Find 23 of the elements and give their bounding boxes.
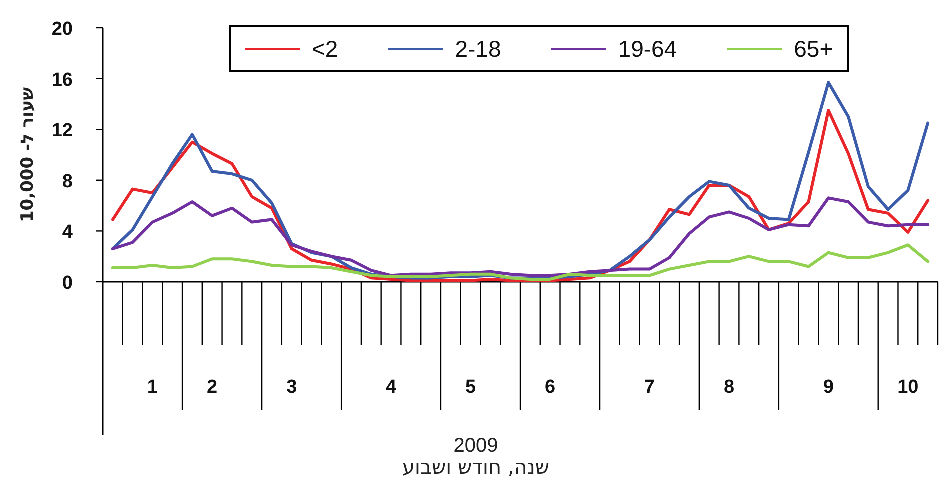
line-series — [111, 244, 930, 281]
y-tick-label: 4 — [62, 222, 74, 244]
x-tick-label: 8 — [724, 377, 735, 398]
y-tick-label: 8 — [62, 171, 73, 192]
x-tick-label: 2 — [207, 377, 218, 398]
legend-label: <2 — [312, 36, 338, 62]
legend-label: 2-18 — [455, 36, 502, 62]
y-axis-title: שעור ל- 10,000 — [18, 87, 38, 223]
y-tick-label: 12 — [52, 120, 73, 142]
x-tick-label: 4 — [386, 377, 397, 398]
x-tick-label: 6 — [545, 377, 556, 398]
x-tick-label: 3 — [286, 377, 298, 398]
y-tick-label: 0 — [62, 273, 73, 294]
x-tick-label: 1 — [147, 377, 158, 398]
line-series — [111, 196, 930, 278]
x-tick-label: 5 — [466, 377, 477, 398]
y-tick-label: 16 — [52, 70, 73, 91]
y-tick-label: 20 — [52, 19, 73, 40]
x-tick-label: 10 — [898, 377, 919, 398]
legend-label: 19-64 — [618, 36, 678, 62]
x-tick-label: 9 — [823, 377, 834, 398]
legend-label: 65+ — [794, 36, 834, 62]
x-tick-label: 7 — [644, 377, 656, 398]
